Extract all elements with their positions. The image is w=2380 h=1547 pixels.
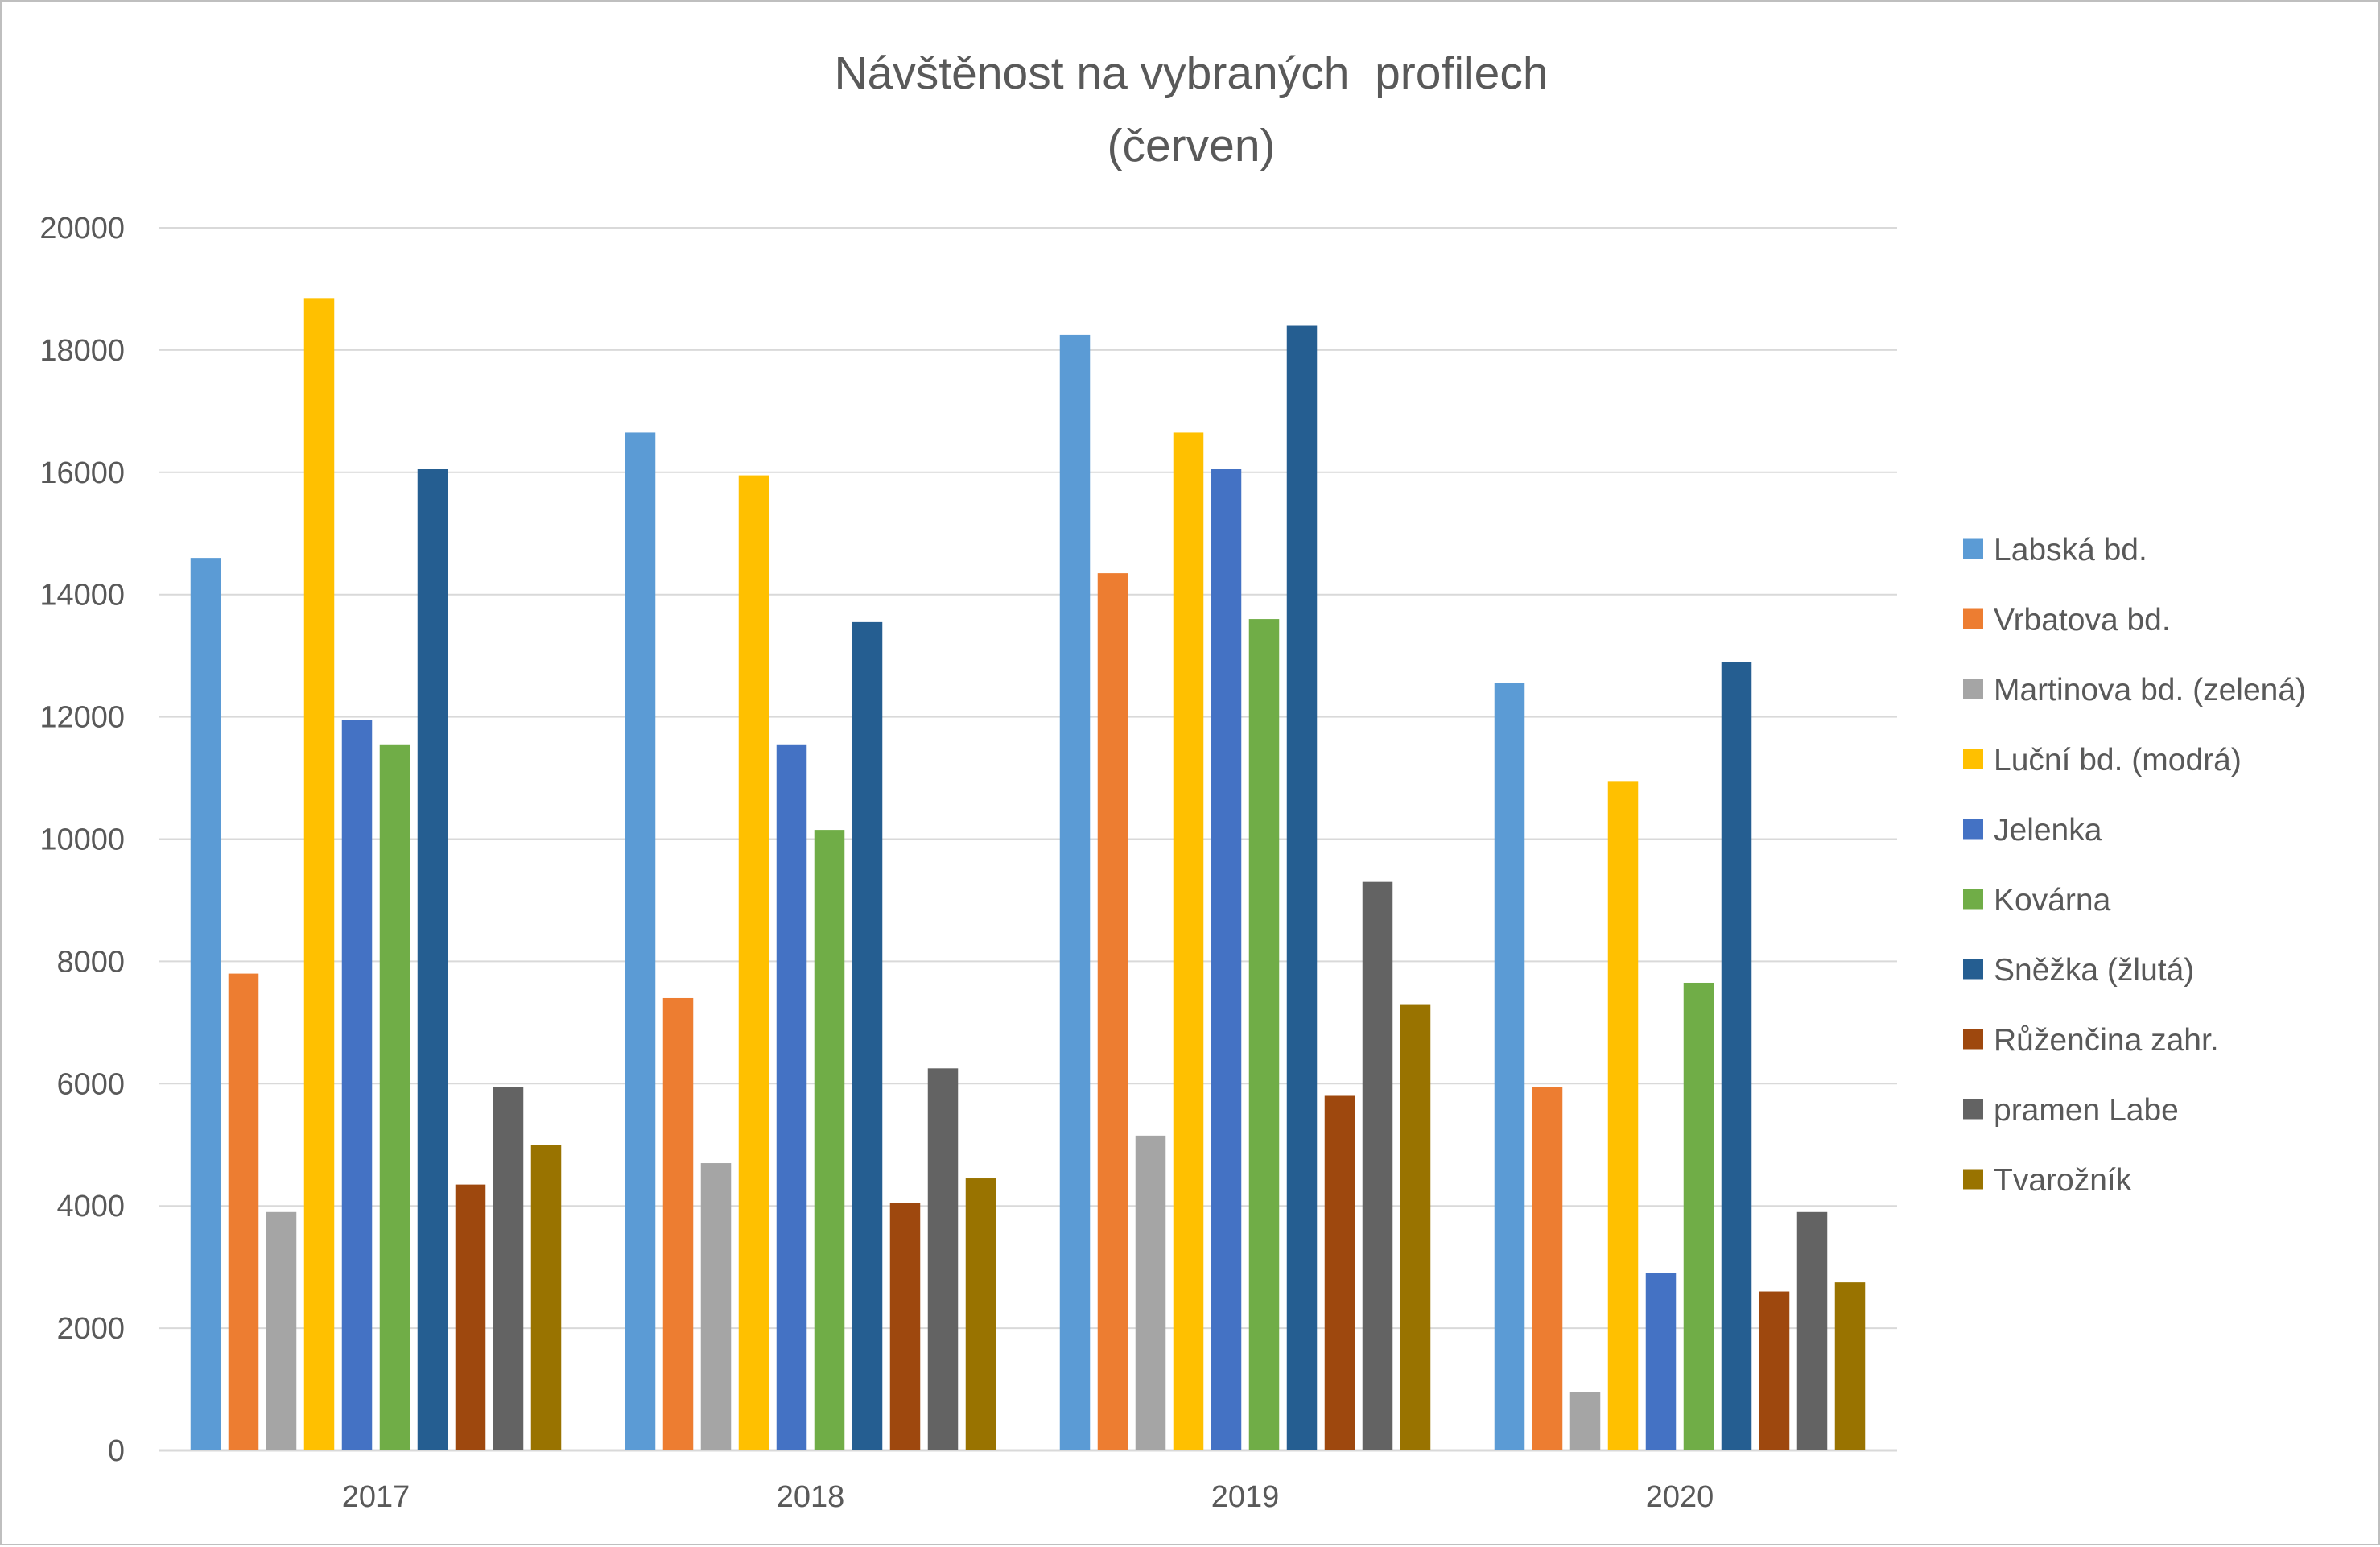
legend-swatch bbox=[1963, 1099, 1983, 1120]
x-tick-label: 2019 bbox=[1211, 1480, 1280, 1514]
bar bbox=[1721, 662, 1752, 1450]
y-tick-label: 12000 bbox=[39, 701, 125, 735]
chart-title: Návštěnost na vybraných profilech bbox=[834, 47, 1548, 99]
legend-label: Jelenka bbox=[1994, 813, 2102, 848]
bar bbox=[700, 1163, 732, 1450]
bar bbox=[417, 469, 448, 1451]
y-tick-label: 20000 bbox=[39, 212, 125, 245]
y-tick-label: 2000 bbox=[56, 1312, 125, 1346]
y-axis-tick-labels: 0 2000 4000 6000 8000 10000 12000 14000 16000 180… bbox=[39, 212, 125, 1468]
bar bbox=[1494, 683, 1525, 1450]
bar bbox=[1645, 1273, 1677, 1450]
bar bbox=[814, 830, 845, 1450]
bar bbox=[1834, 1282, 1866, 1450]
bar bbox=[1400, 1004, 1431, 1450]
bar bbox=[379, 744, 410, 1450]
y-tick-label: 16000 bbox=[39, 456, 125, 490]
legend-label: Martinova bd. (zelená) bbox=[1994, 673, 2306, 707]
bar bbox=[852, 621, 883, 1451]
y-tick-label: 14000 bbox=[39, 579, 125, 613]
bar bbox=[738, 475, 769, 1451]
legend-label: Kovárna bbox=[1994, 883, 2111, 918]
bar bbox=[455, 1184, 486, 1450]
bar bbox=[190, 558, 221, 1450]
x-tick-label: 2020 bbox=[1646, 1480, 1714, 1514]
legend-swatch bbox=[1963, 889, 1983, 910]
bar bbox=[927, 1068, 959, 1450]
legend-label: Vrbatova bd. bbox=[1994, 603, 2171, 637]
gridlines bbox=[159, 227, 1897, 1452]
bar bbox=[1569, 1392, 1601, 1450]
bar bbox=[1683, 982, 1714, 1450]
bar bbox=[625, 432, 656, 1450]
bar bbox=[303, 298, 335, 1450]
x-tick-label: 2017 bbox=[342, 1480, 410, 1514]
legend-swatch bbox=[1963, 538, 1983, 559]
bar bbox=[1097, 573, 1128, 1451]
bar bbox=[776, 744, 807, 1450]
bar bbox=[662, 997, 694, 1450]
legend-swatch bbox=[1963, 679, 1983, 699]
bar bbox=[1607, 781, 1639, 1450]
bars bbox=[190, 298, 1866, 1451]
y-tick-label: 10000 bbox=[39, 823, 125, 857]
legend-label: Tvarožník bbox=[1994, 1163, 2132, 1198]
bar bbox=[1173, 432, 1204, 1450]
x-tick-label: 2018 bbox=[777, 1480, 845, 1514]
bar bbox=[1135, 1135, 1166, 1450]
y-tick-label: 4000 bbox=[56, 1190, 125, 1223]
bar bbox=[1059, 334, 1091, 1451]
bar bbox=[266, 1211, 297, 1450]
bar bbox=[1796, 1211, 1828, 1450]
bar bbox=[965, 1178, 996, 1450]
legend-label: Sněžka (žlutá) bbox=[1994, 953, 2194, 988]
legend-swatch bbox=[1963, 1169, 1983, 1190]
legend-swatch bbox=[1963, 749, 1983, 769]
bar bbox=[1759, 1291, 1790, 1450]
y-tick-label: 18000 bbox=[39, 334, 125, 368]
legend: Labská bd. Vrbatova bd. Martinova bd. (zel… bbox=[1963, 533, 2306, 1198]
legend-label: Labská bd. bbox=[1994, 533, 2147, 567]
chart-subtitle: (červen) bbox=[1107, 120, 1275, 171]
legend-swatch bbox=[1963, 1029, 1983, 1050]
bar bbox=[228, 973, 259, 1450]
bar bbox=[493, 1087, 524, 1450]
bar bbox=[341, 720, 373, 1450]
y-tick-label: 6000 bbox=[56, 1067, 125, 1101]
legend-label: Luční bd. (modrá) bbox=[1994, 743, 2242, 778]
y-tick-label: 8000 bbox=[56, 945, 125, 979]
bar bbox=[1211, 469, 1242, 1451]
bar bbox=[1324, 1095, 1355, 1450]
bar bbox=[1362, 881, 1393, 1450]
bar bbox=[889, 1203, 921, 1450]
bar bbox=[1286, 325, 1318, 1450]
bar bbox=[1248, 619, 1280, 1450]
bar bbox=[1532, 1087, 1563, 1450]
y-tick-label: 0 bbox=[108, 1434, 125, 1468]
legend-label: pramen Labe bbox=[1994, 1093, 2179, 1128]
legend-swatch bbox=[1963, 959, 1983, 980]
legend-swatch bbox=[1963, 819, 1983, 840]
legend-swatch bbox=[1963, 608, 1983, 629]
legend-label: Růženčina zahr. bbox=[1994, 1023, 2219, 1058]
bar bbox=[530, 1145, 562, 1450]
x-axis-tick-labels: 2017 2018 2019 2020 bbox=[342, 1480, 1714, 1514]
